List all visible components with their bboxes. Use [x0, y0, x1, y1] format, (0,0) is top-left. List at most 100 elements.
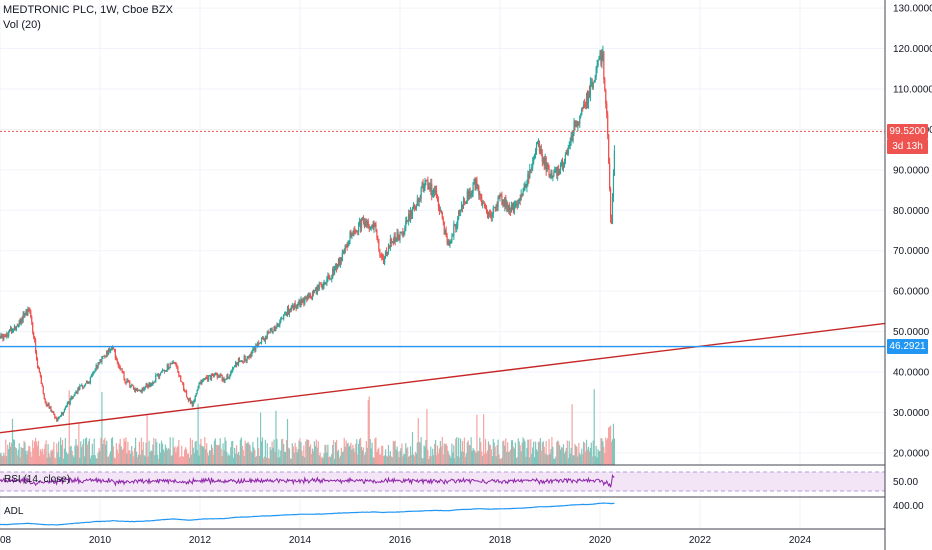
- candle-body: [437, 201, 440, 207]
- candle-body: [304, 297, 306, 304]
- candle-body: [273, 326, 275, 332]
- volume-bar: [380, 454, 382, 465]
- candle-body: [603, 52, 605, 80]
- volume-bar: [19, 457, 21, 465]
- candle-body: [336, 264, 339, 270]
- volume-bar: [184, 447, 187, 465]
- volume-bar: [304, 457, 306, 465]
- volume-bar: [206, 443, 208, 465]
- volume-bar: [241, 445, 243, 465]
- candle-body: [237, 358, 240, 364]
- volume-bar: [292, 446, 294, 465]
- candle-body: [508, 205, 510, 212]
- volume-bar: [492, 438, 494, 465]
- volume-bar: [575, 445, 577, 465]
- volume-indicator-label[interactable]: Vol (20): [3, 19, 41, 31]
- volume-bar: [564, 451, 566, 465]
- volume-bar: [472, 448, 474, 465]
- volume-bar: [226, 452, 228, 465]
- candle-body: [191, 402, 193, 406]
- candle-body: [78, 388, 80, 390]
- time-axis[interactable]: 2008 2010 2012 2014 2016 2018 2020 2022 2024: [0, 535, 812, 546]
- volume-bar: [95, 458, 97, 465]
- volume-bar: [180, 456, 182, 465]
- candle-body: [290, 306, 292, 311]
- volume-bar: [383, 455, 385, 465]
- candle-body: [121, 368, 123, 373]
- volume-bar: [218, 444, 220, 465]
- volume-bar: [518, 441, 520, 465]
- candle-body: [598, 56, 600, 61]
- volume-bar: [447, 450, 449, 465]
- trendline[interactable]: [0, 322, 886, 434]
- volume-bar: [144, 456, 146, 465]
- volume-bar: [255, 456, 257, 465]
- candle-body: [570, 135, 572, 142]
- candle-body: [417, 199, 419, 203]
- candle-body: [261, 337, 264, 339]
- candle-body: [9, 327, 12, 330]
- symbol-title[interactable]: MEDTRONIC PLC, 1W, Cboe BZX: [3, 4, 173, 16]
- volume-bar: [289, 458, 291, 465]
- candle-body: [380, 254, 382, 255]
- candle-body: [519, 198, 521, 201]
- volume-bar: [134, 437, 137, 465]
- candle-body: [434, 190, 437, 193]
- volume-bar: [131, 446, 133, 465]
- candle-body: [473, 179, 475, 183]
- candle-body: [612, 174, 615, 198]
- volume-bar: [307, 439, 309, 465]
- volume-bar: [52, 449, 54, 465]
- candle-body: [86, 380, 89, 383]
- candle-body: [556, 167, 558, 176]
- candle-body: [93, 371, 95, 373]
- price-axis[interactable]: 130.0000120.0000110.0000100.000090.00008…: [893, 4, 932, 460]
- candle-body: [47, 403, 49, 406]
- candle-body: [117, 361, 119, 366]
- candle-body: [98, 362, 100, 364]
- candle-body: [341, 253, 343, 262]
- volume-bar: [8, 449, 10, 465]
- volume-bar: [46, 457, 48, 465]
- volume-bar: [507, 442, 509, 465]
- candle-body: [521, 194, 523, 196]
- volume-bar: [203, 447, 205, 465]
- candle-body: [542, 158, 544, 162]
- candle-body: [424, 181, 426, 188]
- candle-body: [59, 415, 62, 417]
- candle-body: [443, 221, 445, 235]
- candle-body: [345, 245, 347, 247]
- volume-bar: [465, 453, 467, 465]
- candle-body: [299, 300, 301, 307]
- volume-bar: [509, 449, 512, 465]
- volume-bar: [359, 437, 362, 465]
- candle-body: [175, 363, 177, 365]
- volume-bar: [487, 441, 490, 465]
- volume-bar: [580, 455, 582, 465]
- candle-body: [22, 314, 24, 322]
- candle-body: [153, 381, 155, 383]
- candle-body: [71, 396, 73, 399]
- candle-body: [481, 197, 483, 205]
- candle-body: [483, 202, 485, 204]
- candle-body: [346, 245, 348, 248]
- volume-bar: [429, 455, 431, 465]
- volume-bar: [164, 444, 166, 465]
- volume-bar: [196, 450, 198, 465]
- candle-body: [351, 233, 353, 238]
- volume-bar: [303, 445, 305, 465]
- candle-body: [431, 183, 433, 196]
- volume-bar: [167, 447, 169, 465]
- volume-bar: [491, 456, 493, 465]
- rsi-axis-label: 50.00: [893, 477, 918, 488]
- volume-bar: [382, 445, 384, 465]
- candle-body: [499, 193, 501, 199]
- candle-body: [566, 150, 568, 155]
- candle-body: [374, 223, 376, 226]
- candle-body: [220, 375, 222, 376]
- candle-body: [353, 230, 355, 236]
- price-tick-label: 20.0000: [893, 448, 930, 459]
- candle-body: [140, 390, 142, 392]
- volume-bar: [391, 457, 393, 465]
